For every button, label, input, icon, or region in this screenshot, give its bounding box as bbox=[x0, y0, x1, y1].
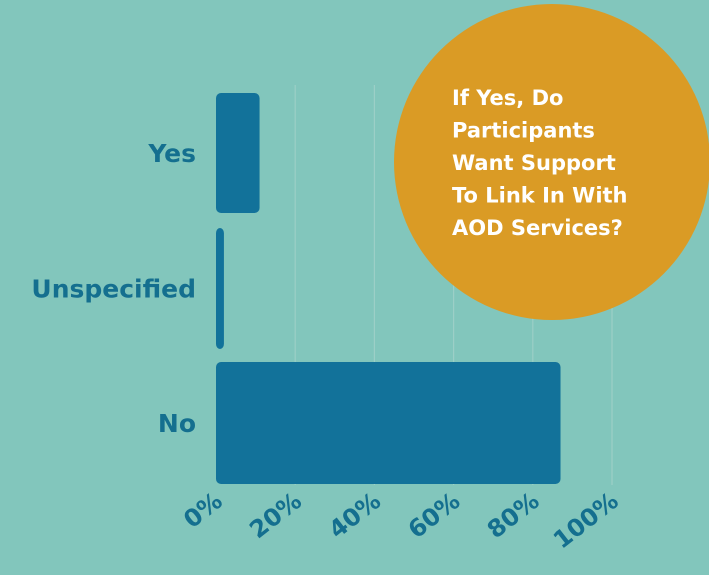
category-label: Yes bbox=[147, 139, 196, 168]
category-label: No bbox=[158, 409, 196, 438]
x-tick-label: 20% bbox=[244, 487, 307, 544]
chart-title: If Yes, Do Participants Want Support To Lin… bbox=[452, 86, 628, 240]
chart-title-line: AOD Services? bbox=[452, 216, 623, 240]
x-tick-labels: 0% 20% 40% 60% 80% 100% bbox=[178, 487, 623, 555]
chart-title-line: If Yes, Do bbox=[452, 86, 563, 110]
title-circle bbox=[394, 4, 709, 320]
bar-yes bbox=[216, 93, 260, 213]
chart-title-badge: If Yes, Do Participants Want Support To Lin… bbox=[394, 4, 709, 320]
bar-unspecified bbox=[216, 228, 224, 349]
x-tick-label: 0% bbox=[178, 487, 227, 534]
category-label: Unspecified bbox=[31, 275, 196, 304]
bar-no bbox=[216, 362, 561, 484]
category-labels: Yes Unspecified No bbox=[31, 139, 196, 438]
chart-title-line: Participants bbox=[452, 119, 595, 143]
x-tick-label: 40% bbox=[324, 487, 387, 544]
bars bbox=[216, 93, 561, 484]
chart-title-line: Want Support bbox=[452, 151, 616, 175]
chart-title-line: To Link In With bbox=[452, 184, 628, 208]
x-tick-label: 80% bbox=[482, 487, 545, 544]
x-tick-label: 100% bbox=[548, 487, 624, 555]
x-tick-label: 60% bbox=[403, 487, 466, 544]
